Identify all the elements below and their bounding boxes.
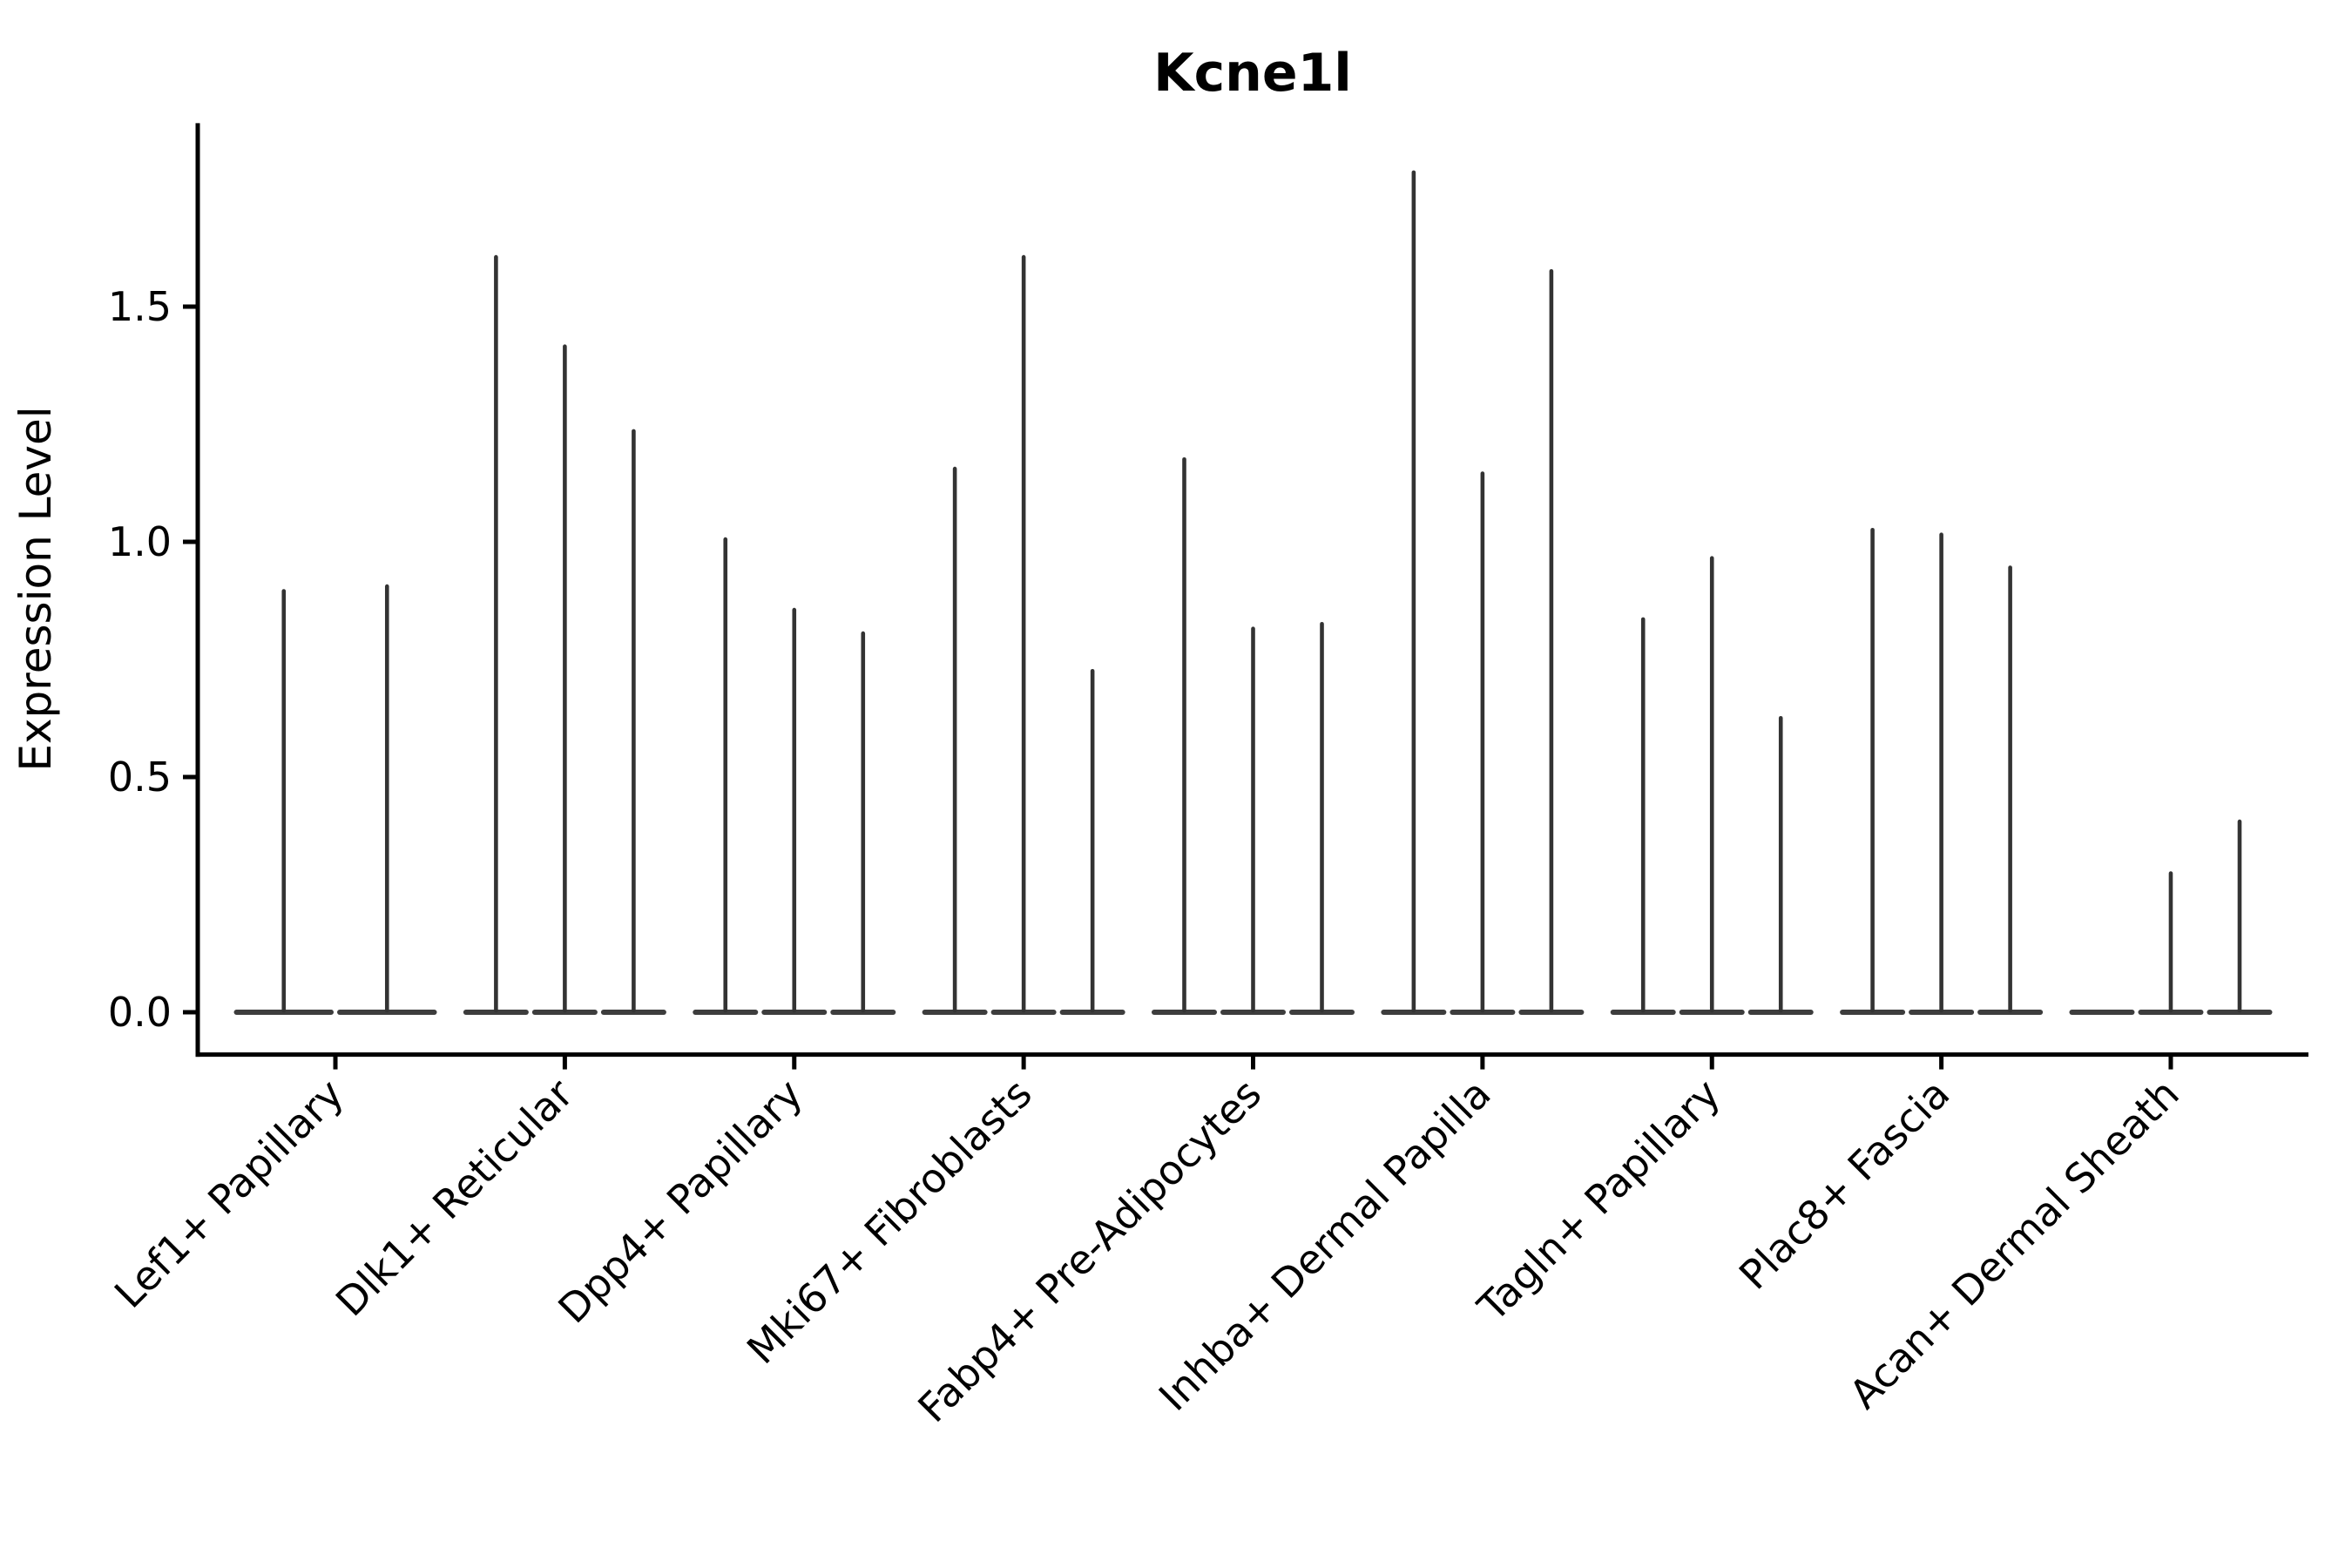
x-tick-label: Dpp4+ Papillary — [549, 1070, 811, 1332]
y-tick-label: 0.5 — [108, 754, 172, 801]
chart-title: Kcne1l — [1153, 43, 1352, 104]
y-tick-label: 0.0 — [108, 989, 172, 1036]
x-tick-label: Tagln+ Papillary — [1468, 1070, 1729, 1331]
x-tick-label: Lef1+ Papillary — [105, 1070, 353, 1317]
y-tick-label: 1.0 — [108, 518, 172, 565]
x-tick-label: Dlk1+ Reticular — [327, 1070, 582, 1325]
x-tick-label: Plac8+ Fascia — [1730, 1070, 1958, 1298]
y-tick-label: 1.5 — [108, 283, 172, 330]
y-axis-label: Expression Level — [10, 406, 61, 771]
